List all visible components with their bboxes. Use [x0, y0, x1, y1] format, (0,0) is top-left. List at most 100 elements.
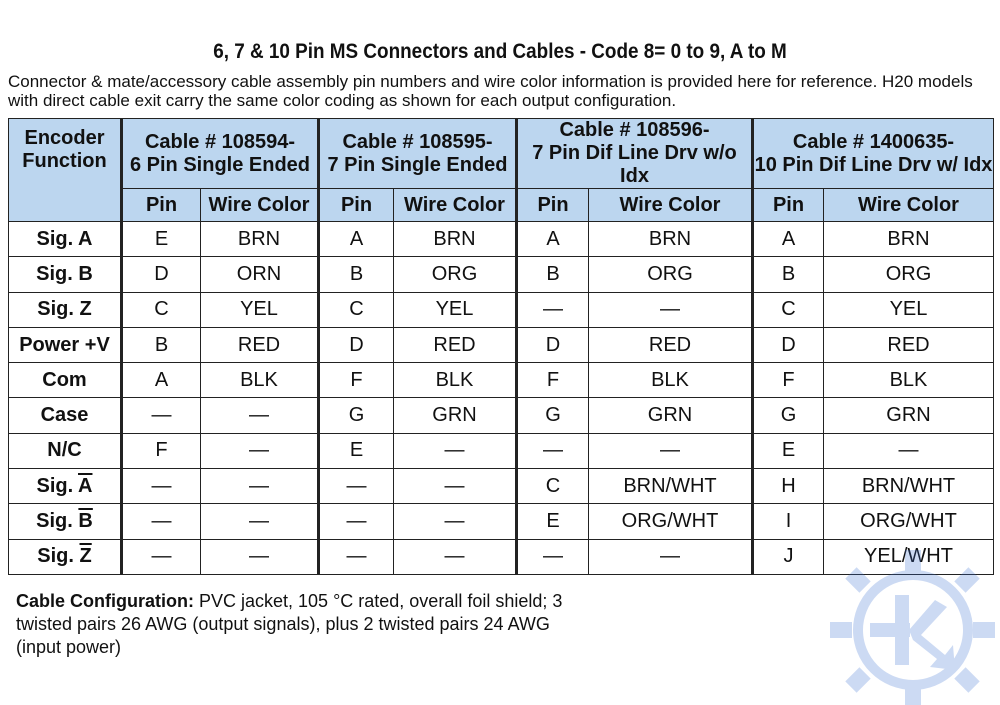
wire-color-cell: BRN/WHT [823, 468, 994, 505]
wire-color-cell: — [588, 538, 753, 575]
gear-k-logo-icon [830, 550, 995, 705]
pin-cell: I [751, 503, 824, 540]
wire-color-cell: BRN [393, 220, 517, 258]
pin-cell: D [120, 256, 201, 293]
wire-color-cell: RED [823, 326, 994, 364]
config-text: PVC jacket, 105 °C rated, overall foil s… [16, 591, 563, 657]
pin-cell: — [515, 538, 589, 575]
encoder-function-cell: Power +V [8, 326, 122, 364]
wire-color-column-header: Wire Color [200, 188, 319, 222]
pin-cell: C [120, 291, 201, 328]
wire-color-column-header: Wire Color [393, 188, 517, 222]
wire-color-cell: YEL [823, 291, 994, 328]
wire-color-cell: ORG [393, 256, 517, 293]
cable-configuration: Cable Configuration: PVC jacket, 105 °C … [16, 590, 596, 659]
pin-cell: E [120, 220, 201, 258]
pin-cell: J [751, 538, 824, 575]
pin-cell: — [120, 538, 201, 575]
pin-cell: B [751, 256, 824, 293]
pin-cell: A [515, 220, 589, 258]
encoder-function-cell: Sig. B [8, 503, 122, 540]
pin-cell: G [317, 397, 394, 434]
pin-cell: — [515, 291, 589, 328]
table-row: Sig. Z——————JYEL/WHT [8, 538, 994, 575]
wire-color-cell: RED [588, 326, 753, 364]
pin-cell: F [120, 432, 201, 470]
wire-color-cell: — [393, 432, 517, 470]
wire-color-cell: ORG/WHT [823, 503, 994, 540]
wire-color-cell: ORG [823, 256, 994, 293]
table-row: Sig. A E BRN A BRN A BRN A BRN [8, 220, 994, 258]
pin-column-header: Pin [751, 188, 824, 222]
wire-color-cell: — [200, 503, 319, 540]
wire-color-column-header: Wire Color [588, 188, 753, 222]
encoder-function-cell: Sig. A [8, 220, 122, 258]
table-row: Com A BLK F BLK F BLK F BLK [8, 362, 994, 399]
wire-color-cell: — [200, 538, 319, 575]
pin-cell: — [120, 503, 201, 540]
encoder-function-cell: Sig. Z [8, 291, 122, 328]
pin-cell: B [515, 256, 589, 293]
cable-header: Cable # 1400635- 10 Pin Dif Line Drv w/ I… [751, 118, 994, 189]
wire-color-column-header: Wire Color [823, 188, 994, 222]
table-row: Sig. B D ORN B ORG B ORG B ORG [8, 256, 994, 293]
pin-cell: E [751, 432, 824, 470]
pin-cell: — [317, 468, 394, 505]
pin-cell: — [120, 468, 201, 505]
wire-color-cell: — [200, 468, 319, 505]
pin-cell: G [515, 397, 589, 434]
wire-color-cell: — [588, 432, 753, 470]
table-row: Sig. B — — — — E ORG/WHT I ORG/WHT [8, 503, 994, 540]
pin-cell: F [515, 362, 589, 399]
wire-color-cell: — [588, 291, 753, 328]
pin-cell: D [317, 326, 394, 364]
encoder-function-cell: Sig. A [8, 468, 122, 505]
wire-color-cell: YEL/WHT [823, 538, 994, 575]
pin-cell: — [317, 503, 394, 540]
pin-cell: C [317, 291, 394, 328]
pin-cell: B [317, 256, 394, 293]
pin-cell: E [515, 503, 589, 540]
wire-color-cell: — [200, 397, 319, 434]
wire-color-cell: BLK [393, 362, 517, 399]
encoder-function-header: Encoder Function [8, 118, 122, 222]
pin-cell: — [317, 538, 394, 575]
encoder-function-cell: Com [8, 362, 122, 399]
wire-color-cell: GRN [393, 397, 517, 434]
pin-cell: E [317, 432, 394, 470]
table-row: Power +V B RED D RED D RED D RED [8, 326, 994, 364]
wire-color-cell: GRN [823, 397, 994, 434]
cable-header: Cable # 108594- 6 Pin Single Ended [120, 118, 319, 189]
pin-column-header: Pin [120, 188, 201, 222]
pin-column-header: Pin [515, 188, 589, 222]
page-title: 6, 7 & 10 Pin MS Connectors and Cables -… [213, 40, 787, 63]
pin-cell: F [751, 362, 824, 399]
wire-color-cell: RED [393, 326, 517, 364]
pin-cell: G [751, 397, 824, 434]
table-row: Sig. A — — — — C BRN/WHT H BRN/WHT [8, 468, 994, 505]
wire-color-cell: YEL [200, 291, 319, 328]
wire-color-cell: RED [200, 326, 319, 364]
wire-color-cell: — [823, 432, 994, 470]
wire-color-cell: GRN [588, 397, 753, 434]
wire-color-cell: — [393, 468, 517, 505]
wire-color-cell: BLK [588, 362, 753, 399]
wire-color-cell: — [200, 432, 319, 470]
wire-color-cell: BRN [588, 220, 753, 258]
table-row: Sig. Z C YEL C YEL — — C YEL [8, 291, 994, 328]
wire-color-cell: ORG [588, 256, 753, 293]
encoder-function-cell: Sig. B [8, 256, 122, 293]
pin-cell: C [515, 468, 589, 505]
pin-cell: — [515, 432, 589, 470]
pin-cell: A [751, 220, 824, 258]
wire-color-cell: BLK [823, 362, 994, 399]
table-row: N/C F — E — — — E — [8, 432, 994, 470]
wire-color-cell: BLK [200, 362, 319, 399]
pin-cell: D [515, 326, 589, 364]
pin-cell: B [120, 326, 201, 364]
wire-color-cell: — [393, 503, 517, 540]
pin-cell: — [120, 397, 201, 434]
pin-cell: F [317, 362, 394, 399]
encoder-function-cell: Sig. Z [8, 538, 122, 575]
pin-cell: C [751, 291, 824, 328]
